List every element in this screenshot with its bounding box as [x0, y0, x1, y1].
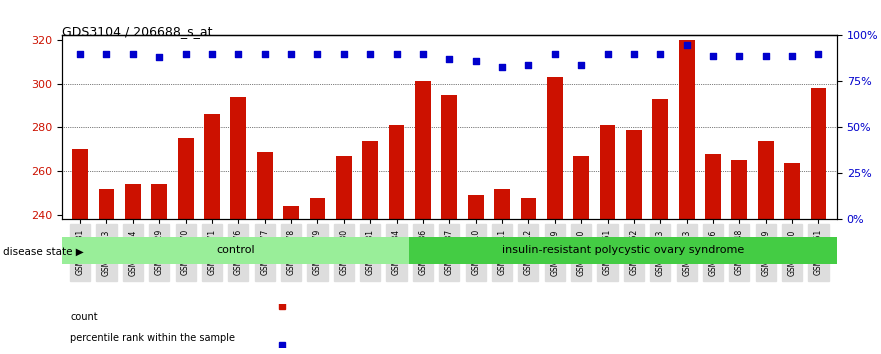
Point: [469, 58, 483, 64]
Point: [653, 51, 667, 57]
Text: GDS3104 / 206688_s_at: GDS3104 / 206688_s_at: [62, 25, 212, 38]
Bar: [283, 206, 299, 354]
Point: [363, 51, 377, 57]
Point: [257, 51, 271, 57]
Bar: [362, 141, 378, 354]
Point: [495, 64, 509, 69]
Bar: [731, 160, 747, 354]
Point: [574, 62, 589, 68]
Point: [548, 51, 562, 57]
Point: [179, 51, 193, 57]
Bar: [705, 154, 721, 354]
Point: [811, 51, 825, 57]
Point: [442, 57, 456, 62]
Point: [232, 51, 246, 57]
Bar: [309, 198, 325, 354]
FancyBboxPatch shape: [409, 237, 837, 264]
Bar: [521, 198, 537, 354]
Bar: [389, 125, 404, 354]
Bar: [72, 149, 88, 354]
Bar: [231, 97, 247, 354]
FancyBboxPatch shape: [62, 237, 409, 264]
Point: [73, 51, 87, 57]
Text: control: control: [216, 245, 255, 256]
Bar: [574, 156, 589, 354]
Point: [284, 51, 298, 57]
Bar: [152, 184, 167, 354]
Point: [785, 53, 799, 58]
Bar: [811, 88, 826, 354]
Point: [759, 53, 773, 58]
Bar: [468, 195, 484, 354]
Text: insulin-resistant polycystic ovary syndrome: insulin-resistant polycystic ovary syndr…: [502, 245, 744, 256]
Point: [706, 53, 720, 58]
Bar: [178, 138, 194, 354]
Bar: [125, 184, 141, 354]
Point: [205, 51, 219, 57]
Bar: [678, 40, 694, 354]
Bar: [626, 130, 642, 354]
Point: [732, 53, 746, 58]
Bar: [600, 125, 616, 354]
Bar: [494, 189, 510, 354]
Point: [679, 42, 693, 47]
Point: [310, 51, 324, 57]
Bar: [336, 156, 352, 354]
Point: [152, 55, 167, 60]
Bar: [99, 189, 115, 354]
Bar: [204, 114, 220, 354]
Point: [522, 62, 536, 68]
Point: [389, 51, 403, 57]
Point: [337, 51, 351, 57]
Bar: [256, 152, 272, 354]
Bar: [441, 95, 457, 354]
Text: percentile rank within the sample: percentile rank within the sample: [70, 333, 235, 343]
Bar: [415, 81, 431, 354]
Text: disease state ▶: disease state ▶: [3, 246, 84, 256]
Point: [416, 51, 430, 57]
Bar: [758, 141, 774, 354]
Bar: [784, 162, 800, 354]
Bar: [547, 77, 563, 354]
Point: [601, 51, 615, 57]
Point: [126, 51, 140, 57]
Point: [100, 51, 114, 57]
Point: [627, 51, 641, 57]
Bar: [652, 99, 668, 354]
Text: count: count: [70, 312, 98, 322]
